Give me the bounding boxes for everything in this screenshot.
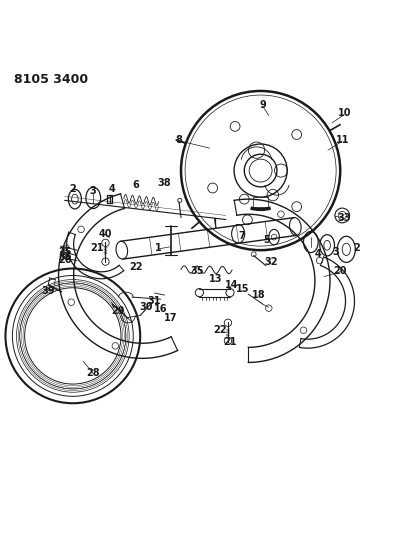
Text: 4: 4 bbox=[108, 184, 115, 194]
Text: 36: 36 bbox=[58, 252, 72, 262]
Text: 2: 2 bbox=[69, 184, 76, 194]
Text: 13: 13 bbox=[209, 274, 222, 284]
Text: 3: 3 bbox=[90, 186, 97, 196]
Text: 6: 6 bbox=[133, 180, 139, 190]
Text: 21: 21 bbox=[223, 337, 237, 347]
Text: 22: 22 bbox=[213, 325, 226, 335]
Text: 3: 3 bbox=[333, 247, 339, 257]
Text: 40: 40 bbox=[99, 229, 112, 239]
Text: 31: 31 bbox=[148, 296, 161, 306]
Text: 22: 22 bbox=[129, 262, 143, 271]
Text: 16: 16 bbox=[154, 304, 167, 314]
Text: 8: 8 bbox=[175, 135, 182, 145]
Text: 7: 7 bbox=[239, 231, 246, 241]
Text: 9: 9 bbox=[259, 100, 266, 110]
Text: 21: 21 bbox=[90, 243, 104, 253]
Text: 17: 17 bbox=[164, 312, 178, 322]
Text: 5: 5 bbox=[263, 235, 270, 245]
Text: 10: 10 bbox=[337, 108, 351, 118]
Text: 4: 4 bbox=[314, 249, 321, 259]
Text: 38: 38 bbox=[158, 178, 171, 188]
Text: 2: 2 bbox=[353, 243, 360, 253]
Text: 20: 20 bbox=[333, 265, 347, 276]
Text: 14: 14 bbox=[225, 280, 239, 290]
Text: 26: 26 bbox=[58, 255, 72, 265]
Text: 1: 1 bbox=[155, 243, 162, 253]
Text: 29: 29 bbox=[111, 306, 125, 317]
Text: 8105 3400: 8105 3400 bbox=[14, 72, 88, 86]
Text: 32: 32 bbox=[264, 257, 277, 268]
Text: 25: 25 bbox=[58, 247, 72, 257]
Text: 11: 11 bbox=[335, 135, 349, 145]
Text: 15: 15 bbox=[236, 284, 249, 294]
Text: 30: 30 bbox=[140, 302, 153, 312]
Text: 33: 33 bbox=[337, 213, 351, 222]
Text: 35: 35 bbox=[191, 265, 204, 276]
Text: 28: 28 bbox=[86, 368, 100, 378]
Text: 39: 39 bbox=[42, 286, 55, 296]
Text: 18: 18 bbox=[252, 290, 266, 300]
